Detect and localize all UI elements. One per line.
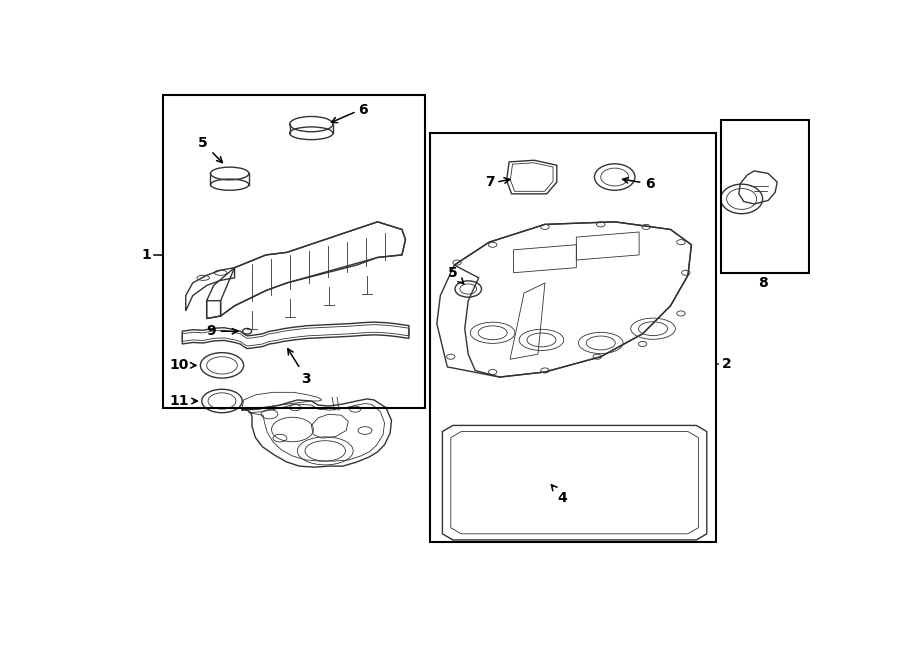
Text: 9: 9	[206, 325, 216, 338]
Text: 3: 3	[288, 349, 311, 385]
Text: 6: 6	[358, 103, 367, 117]
Text: 10: 10	[170, 358, 189, 372]
Text: 5: 5	[198, 136, 222, 163]
Text: 7: 7	[485, 175, 495, 189]
Text: 8: 8	[758, 276, 768, 290]
Text: 4: 4	[552, 485, 567, 505]
Text: 2: 2	[722, 358, 731, 371]
Text: 1: 1	[141, 248, 151, 262]
Text: 11: 11	[170, 394, 189, 408]
Text: 5: 5	[448, 266, 464, 284]
Text: 6: 6	[644, 176, 654, 190]
